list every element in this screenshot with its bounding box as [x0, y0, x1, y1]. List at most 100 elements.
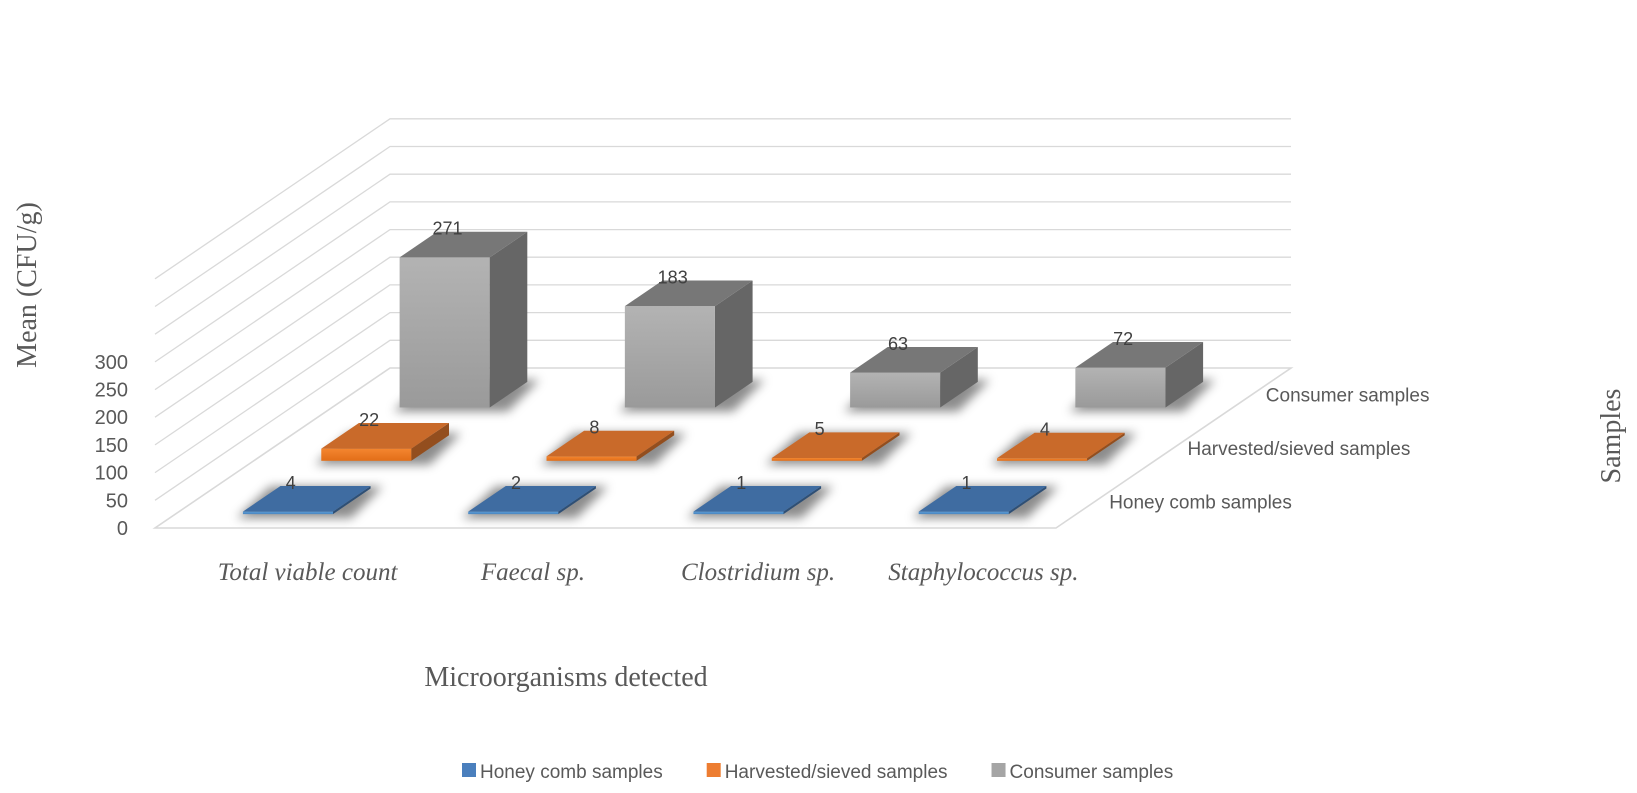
y-tick-label: 250 [95, 380, 128, 402]
bar-honey-comb-samples-1: 4 [236, 473, 383, 519]
legend-item-consumer-samples: Consumer samples [991, 762, 1174, 783]
bar-side [1087, 432, 1125, 461]
bar-top [693, 486, 822, 512]
bar-top [771, 432, 900, 458]
bar-top [918, 486, 1047, 512]
gridline [154, 173, 1291, 335]
gridline [154, 228, 1291, 391]
data-label: 8 [589, 418, 599, 438]
bar-front [624, 306, 715, 408]
depth-axis-labels: Honey comb samples Harvested/sieved sampl… [1109, 386, 1429, 514]
category-label: Staphylococcus sp. [888, 559, 1078, 586]
bar-side [940, 347, 978, 408]
bar-top [468, 486, 596, 512]
data-label: 22 [359, 410, 379, 430]
y-axis-ticks: 0 50 100 150 200 250 300 [95, 352, 128, 540]
data-label: 72 [1113, 329, 1133, 349]
data-label: 1 [736, 473, 746, 493]
bar-side [861, 432, 900, 461]
legend-swatch [706, 763, 721, 777]
bar-side [783, 486, 822, 515]
bar-harvested-sieved-samples-2: 8 [540, 418, 687, 465]
bar-front [997, 458, 1088, 461]
bar-harvested-sieved-samples-1: 22 [315, 410, 461, 465]
bar-top [997, 432, 1125, 459]
depth-label: Harvested/sieved samples [1188, 439, 1411, 460]
bar-top [1075, 342, 1204, 368]
depth-axis-title: Samples [1596, 389, 1627, 484]
bar-top [242, 486, 371, 512]
bar-consumer-samples-3: 63 [844, 334, 990, 412]
category-label: Clostridium sp. [681, 559, 835, 586]
bar-front [1075, 367, 1166, 408]
bar-front [693, 511, 784, 515]
y-tick-label: 50 [106, 490, 128, 512]
legend-label: Consumer samples [1010, 762, 1174, 783]
bar-honey-comb-samples-4: 1 [912, 473, 1059, 519]
legend-swatch [991, 763, 1006, 777]
bar-side [1008, 486, 1047, 515]
gridline [154, 339, 1291, 501]
data-label: 2 [511, 473, 521, 493]
bar-top [850, 347, 978, 373]
bar-top [399, 231, 528, 258]
category-labels: Total viable count Faecal sp. Clostridium … [218, 559, 1079, 586]
bar-consumer-samples-2: 183 [618, 267, 765, 412]
legend-item-harvested-sieved-samples: Harvested/sieved samples [706, 762, 948, 783]
data-label: 183 [658, 267, 688, 287]
bar-side [1165, 342, 1204, 408]
category-label: Faecal sp. [480, 559, 585, 586]
gridline [154, 118, 1291, 280]
gridline [154, 256, 1291, 418]
gridline [154, 201, 1291, 363]
gridlines [154, 118, 1291, 501]
depth-label: Honey comb samples [1109, 492, 1292, 513]
gridline [154, 145, 1291, 308]
bar-front [918, 511, 1009, 515]
gridline [154, 284, 1291, 446]
bar-front [468, 511, 559, 515]
bars: 271 183 63 72 22 8 5 4 4 2 1 1 [236, 219, 1216, 519]
bar-front [321, 448, 412, 461]
chart-floor [152, 367, 1294, 529]
legend-label: Harvested/sieved samples [725, 762, 948, 783]
bar-consumer-samples-1: 271 [393, 219, 540, 412]
legend-item-honey-comb-samples: Honey comb samples [462, 762, 663, 783]
category-label: Total viable count [218, 559, 399, 586]
gridline [154, 311, 1291, 474]
y-axis-title: Mean (CFU/g) [12, 202, 43, 368]
y-tick-label: 300 [95, 352, 128, 374]
bar-front [546, 456, 637, 461]
data-label: 4 [286, 473, 296, 493]
bar-side [636, 430, 675, 461]
bar-top [624, 280, 753, 307]
legend: Honey comb samples Harvested/sieved sampl… [462, 762, 1173, 783]
bar-side [558, 486, 596, 515]
depth-label: Consumer samples [1266, 386, 1430, 407]
data-label: 4 [1040, 420, 1050, 440]
legend-swatch [462, 763, 476, 777]
y-tick-label: 100 [95, 463, 128, 485]
bar-front [399, 257, 490, 408]
legend-label: Honey comb samples [480, 762, 663, 783]
bar-top [321, 423, 449, 449]
chart-walls [152, 367, 1294, 529]
data-label: 271 [432, 219, 462, 239]
data-label: 63 [888, 334, 908, 354]
bar-consumer-samples-4: 72 [1069, 329, 1216, 412]
x-axis-title: Microorganisms detected [424, 662, 707, 693]
bar-honey-comb-samples-2: 2 [462, 473, 608, 519]
bar-side [333, 486, 371, 515]
y-tick-label: 150 [95, 435, 128, 457]
bar-front [242, 511, 334, 515]
bar-harvested-sieved-samples-4: 4 [991, 420, 1137, 465]
bar-top [546, 430, 675, 457]
bar-honey-comb-samples-3: 1 [687, 473, 834, 519]
data-label: 5 [815, 419, 825, 439]
bar-side [715, 280, 753, 408]
bar-side [411, 423, 449, 461]
bar-front [850, 372, 941, 408]
bar-side [489, 231, 528, 408]
y-tick-label: 200 [95, 407, 128, 429]
